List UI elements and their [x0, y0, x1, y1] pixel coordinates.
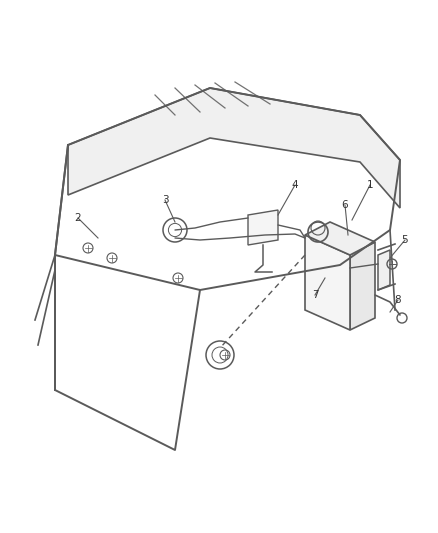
Polygon shape [248, 210, 278, 245]
Polygon shape [378, 250, 390, 290]
Text: 4: 4 [292, 180, 298, 190]
Text: 3: 3 [162, 195, 168, 205]
Polygon shape [350, 242, 375, 330]
Polygon shape [68, 88, 400, 208]
Text: 7: 7 [312, 290, 318, 300]
Text: 5: 5 [402, 235, 408, 245]
Polygon shape [305, 222, 375, 255]
Text: 1: 1 [367, 180, 373, 190]
Text: 6: 6 [342, 200, 348, 210]
Polygon shape [305, 235, 350, 330]
Text: 2: 2 [75, 213, 81, 223]
Text: 8: 8 [395, 295, 401, 305]
